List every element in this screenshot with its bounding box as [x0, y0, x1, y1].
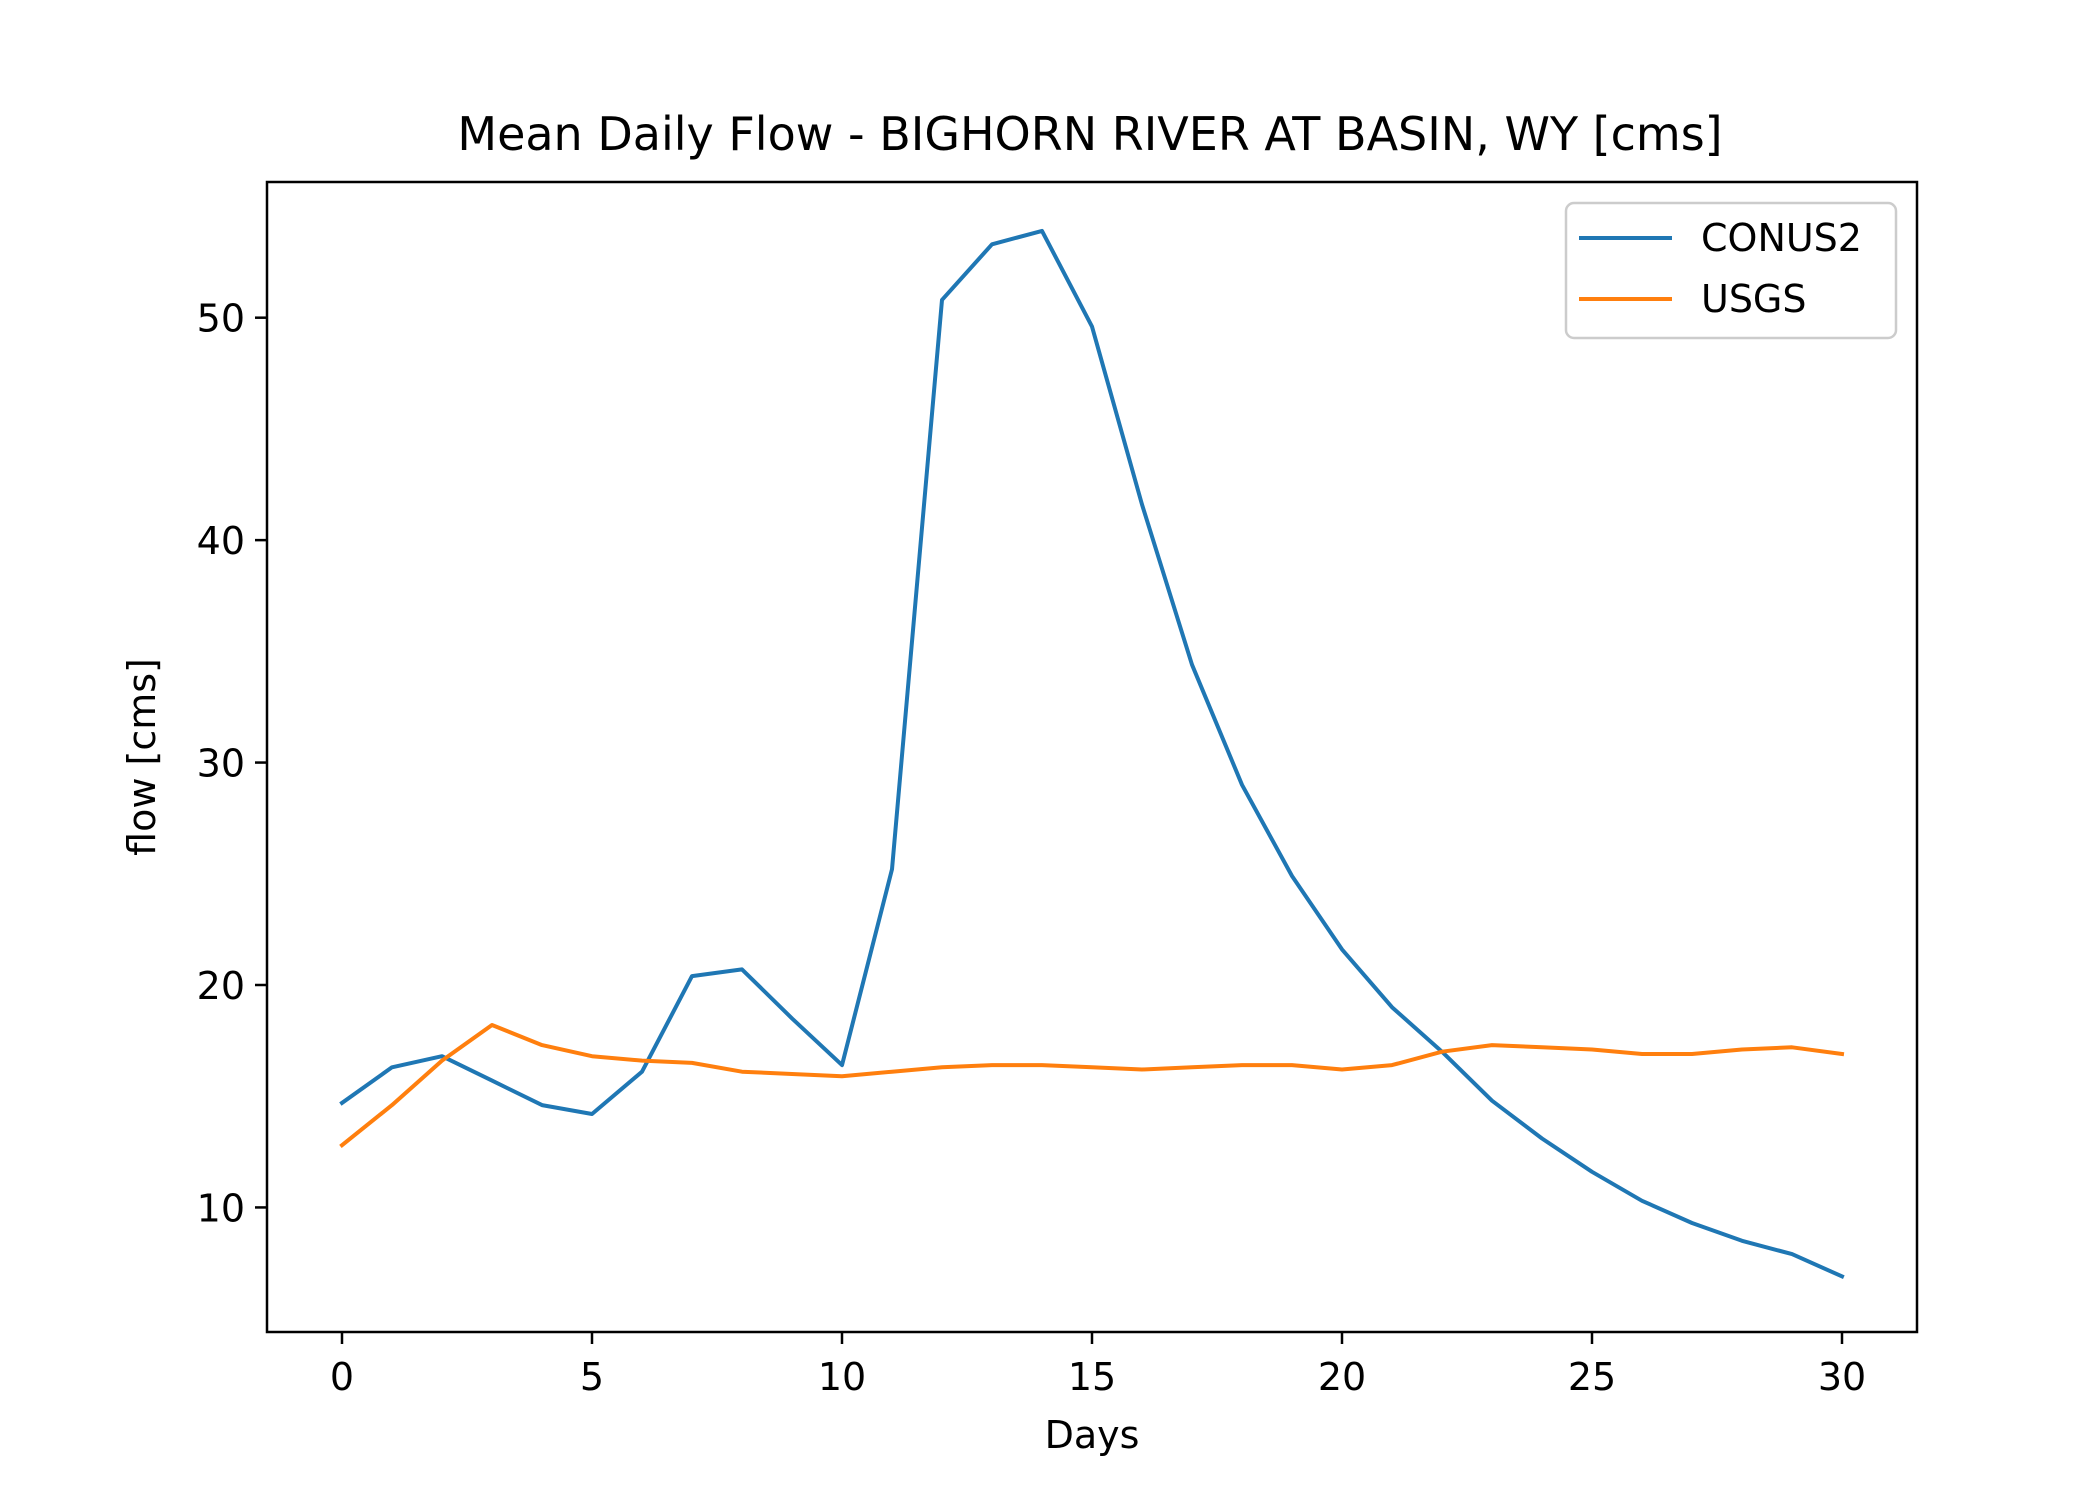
x-tick-label: 25: [1568, 1355, 1616, 1399]
y-tick-label: 30: [197, 742, 245, 786]
x-axis-label: Days: [1045, 1413, 1140, 1457]
chart-title: Mean Daily Flow - BIGHORN RIVER AT BASIN…: [457, 107, 1722, 161]
legend-label-conus2: CONUS2: [1701, 216, 1862, 260]
series-line-usgs: [339, 1023, 1845, 1149]
y-axis: 10 20 30 40 50: [197, 297, 267, 1230]
x-axis: 0 5 10 15 20 25 30: [330, 1332, 1866, 1399]
y-tick-label: 50: [197, 297, 245, 341]
y-tick-label: 40: [197, 519, 245, 563]
legend-label-usgs: USGS: [1701, 277, 1807, 321]
y-tick-label: 10: [197, 1186, 245, 1230]
x-tick-label: 30: [1818, 1355, 1866, 1399]
x-tick-label: 5: [580, 1355, 604, 1399]
x-tick-label: 10: [818, 1355, 866, 1399]
x-tick-label: 20: [1318, 1355, 1366, 1399]
y-axis-label: flow [cms]: [120, 658, 164, 856]
x-tick-label: 0: [330, 1355, 354, 1399]
legend: CONUS2 USGS: [1564, 201, 1898, 340]
y-tick-label: 20: [197, 964, 245, 1008]
series-line-conus2: [339, 228, 1845, 1280]
x-tick-label: 15: [1068, 1355, 1116, 1399]
series-layer: [339, 228, 1845, 1280]
